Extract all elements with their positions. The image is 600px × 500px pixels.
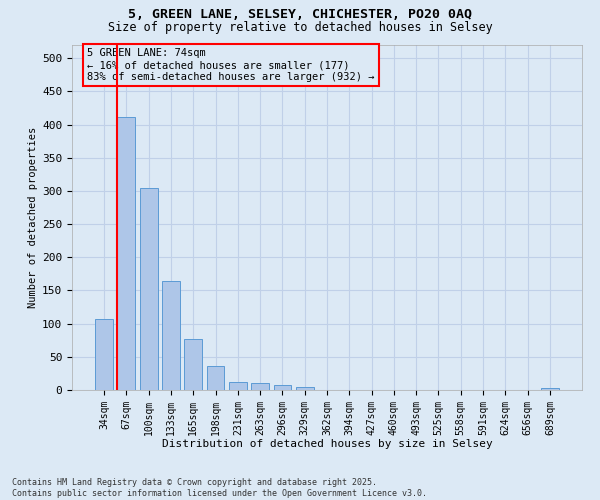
Bar xyxy=(95,319,113,390)
Text: 5, GREEN LANE, SELSEY, CHICHESTER, PO20 0AQ: 5, GREEN LANE, SELSEY, CHICHESTER, PO20 … xyxy=(128,8,472,20)
Bar xyxy=(541,388,559,390)
Bar xyxy=(184,339,202,390)
Bar xyxy=(206,366,224,390)
Bar xyxy=(251,382,269,390)
Bar xyxy=(229,382,247,390)
Text: Size of property relative to detached houses in Selsey: Size of property relative to detached ho… xyxy=(107,21,493,34)
Text: 5 GREEN LANE: 74sqm
← 16% of detached houses are smaller (177)
83% of semi-detac: 5 GREEN LANE: 74sqm ← 16% of detached ho… xyxy=(88,48,375,82)
Bar xyxy=(296,386,314,390)
Y-axis label: Number of detached properties: Number of detached properties xyxy=(28,127,38,308)
Text: Contains HM Land Registry data © Crown copyright and database right 2025.
Contai: Contains HM Land Registry data © Crown c… xyxy=(12,478,427,498)
Bar xyxy=(140,188,158,390)
Bar xyxy=(274,384,292,390)
X-axis label: Distribution of detached houses by size in Selsey: Distribution of detached houses by size … xyxy=(161,439,493,449)
Bar xyxy=(162,280,180,390)
Bar xyxy=(118,118,136,390)
